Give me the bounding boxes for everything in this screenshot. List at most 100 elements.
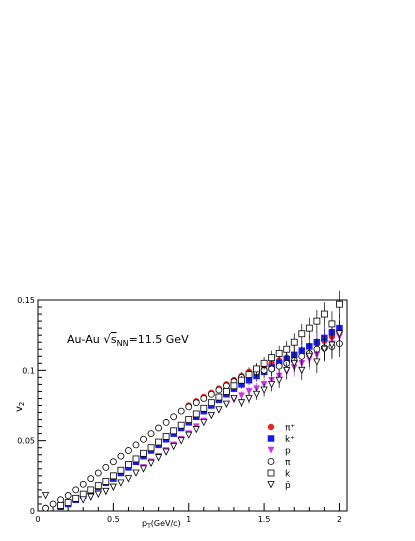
data-point — [109, 458, 117, 466]
data-point — [200, 418, 208, 427]
legend-label: k — [285, 470, 291, 480]
data-point — [328, 341, 336, 349]
data-point — [237, 399, 246, 407]
data-point — [260, 359, 268, 367]
data-point — [154, 454, 163, 462]
data-point — [275, 376, 283, 385]
data-point — [79, 490, 87, 498]
data-point — [57, 501, 65, 509]
data-point — [94, 469, 102, 477]
data-point — [87, 475, 95, 483]
data-point — [72, 494, 80, 502]
data-point — [72, 486, 80, 494]
data-point — [140, 435, 147, 443]
legend-marker — [267, 469, 275, 477]
x-tick-label: 2 — [337, 515, 342, 524]
annotation-sqrt-s: s — [111, 333, 117, 346]
data-point — [290, 359, 298, 368]
legend-marker — [267, 423, 275, 431]
data-point — [313, 317, 321, 325]
data-point — [298, 352, 306, 360]
series-5 — [41, 320, 344, 504]
data-point — [253, 365, 260, 373]
series-4 — [57, 290, 343, 509]
data-point — [245, 388, 253, 395]
data-point — [305, 324, 313, 332]
data-point — [170, 442, 178, 451]
y-tick-label: 0.05 — [17, 437, 35, 446]
annotation-suffix: =11.5 GeV — [129, 333, 189, 346]
data-point — [162, 433, 170, 440]
data-point — [41, 492, 50, 500]
legend-label: p̄ — [285, 481, 291, 491]
data-point — [238, 376, 245, 384]
data-point — [245, 371, 253, 378]
legend-marker — [267, 435, 275, 442]
data-point — [177, 437, 185, 445]
data-point — [109, 483, 118, 491]
data-point — [87, 486, 95, 494]
data-point — [125, 447, 132, 454]
data-point — [147, 444, 155, 452]
legend-label: k⁺ — [285, 435, 295, 445]
data-point — [222, 400, 231, 408]
data-point — [185, 403, 193, 411]
data-point — [102, 463, 110, 471]
legend-label: p — [285, 447, 291, 457]
data-point — [155, 438, 162, 446]
legend-label: π — [285, 458, 291, 468]
data-point — [177, 407, 185, 415]
data-point — [102, 478, 110, 485]
data-point — [42, 504, 49, 512]
data-point — [177, 421, 185, 429]
data-point — [192, 410, 200, 418]
data-point — [223, 388, 230, 395]
y-axis-label: v2 — [14, 402, 26, 412]
y-tick-label: 0 — [30, 507, 35, 516]
data-point — [192, 399, 200, 407]
data-point — [275, 350, 283, 357]
legend-label: π⁺ — [285, 424, 295, 434]
data-point — [336, 300, 343, 308]
data-point — [313, 358, 321, 366]
data-point — [79, 496, 87, 504]
data-point — [267, 380, 276, 389]
data-point — [124, 475, 133, 483]
data-point — [170, 413, 178, 421]
data-point — [155, 424, 162, 432]
data-point — [283, 366, 291, 375]
data-point — [64, 492, 72, 499]
data-point — [298, 330, 306, 338]
data-point — [64, 499, 72, 506]
data-point — [200, 404, 208, 412]
data-point — [162, 448, 170, 456]
data-point — [185, 431, 193, 439]
data-point — [87, 493, 95, 501]
data-point — [268, 354, 276, 362]
y-axis-label-sub: 2 — [18, 402, 26, 406]
data-point — [125, 461, 132, 468]
data-point — [215, 393, 223, 401]
data-point — [94, 490, 102, 499]
data-point — [283, 345, 291, 353]
data-point — [192, 426, 200, 434]
data-point — [230, 382, 238, 390]
data-point — [132, 441, 140, 449]
data-point — [215, 406, 223, 414]
data-point — [117, 479, 125, 487]
data-point — [268, 365, 276, 373]
x-axis-label-main: p — [142, 519, 147, 528]
data-point — [94, 482, 102, 490]
data-point — [207, 390, 215, 398]
x-axis-label-sub: T — [146, 523, 151, 530]
data-point — [147, 459, 155, 468]
data-point — [49, 500, 57, 508]
data-point — [238, 392, 245, 400]
data-point — [132, 455, 140, 463]
data-point — [79, 480, 87, 488]
data-point — [170, 427, 178, 435]
data-point — [290, 338, 298, 346]
